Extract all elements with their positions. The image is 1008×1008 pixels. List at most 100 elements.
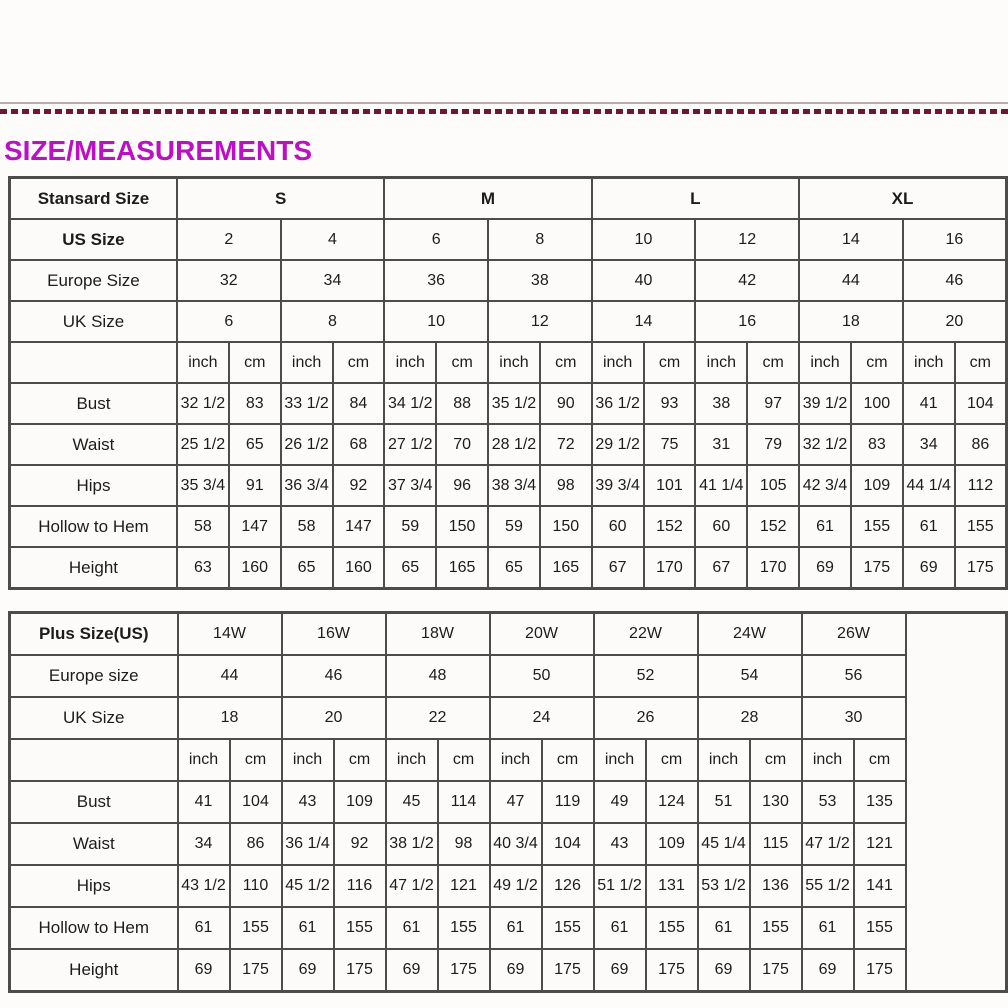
table-cell: 98	[436, 822, 491, 866]
table-cell: 150	[435, 505, 489, 548]
table-cell: 41 1/4	[694, 464, 749, 507]
table-cell: 68	[331, 423, 386, 466]
table-cell: 39 1/2	[798, 382, 852, 425]
table-cell: inch	[798, 341, 852, 384]
table-cell: 119	[540, 780, 595, 824]
table-cell: 175	[748, 948, 803, 993]
table-cell: 36 1/2	[590, 382, 645, 425]
table-cell: Waist	[8, 423, 178, 466]
table-cell: 63	[175, 546, 230, 590]
table-cell: inch	[694, 341, 749, 384]
table-cell: 61	[592, 906, 647, 950]
table-cell: 98	[538, 464, 593, 507]
table-cell: 175	[953, 546, 1008, 590]
table-cell: 18	[798, 300, 904, 343]
table-cell: 165	[435, 546, 489, 590]
table-cell: 14	[798, 218, 904, 261]
table-cell: Height	[8, 546, 178, 590]
dashed-separator	[0, 109, 1008, 114]
table-cell: cm	[644, 738, 699, 782]
table-cell: 175	[540, 948, 595, 993]
table-cell: 175	[852, 948, 907, 993]
table-cell: inch	[384, 738, 439, 782]
table-cell: cm	[332, 738, 387, 782]
table-cell: 37 3/4	[383, 464, 438, 507]
table-cell: 26	[592, 696, 699, 740]
table-cell: XL	[798, 176, 1008, 220]
table-cell: cm	[435, 341, 489, 384]
table-cell: 130	[748, 780, 803, 824]
table-cell: 20	[901, 300, 1008, 343]
table-cell: inch	[901, 341, 956, 384]
table-cell: 86	[953, 423, 1008, 466]
table-cell: 36 1/4	[280, 822, 335, 866]
table-cell: 49 1/2	[488, 864, 543, 908]
table-cell: 22	[384, 696, 491, 740]
table-cell: 109	[332, 780, 387, 824]
table-row: US Size 2 4 6 8 10 12 14 16	[8, 218, 1008, 261]
table-cell: 22W	[592, 611, 699, 656]
table-cell: inch	[590, 341, 645, 384]
table-cell: 8	[486, 218, 593, 261]
table-cell: 32	[175, 259, 282, 302]
table-cell: Hips	[8, 464, 178, 507]
table-cell: 34	[901, 423, 956, 466]
table-cell: Stansard Size	[8, 176, 178, 220]
table-cell: 69	[798, 546, 852, 590]
thin-divider-line	[0, 102, 1008, 104]
table-cell: 175	[849, 546, 904, 590]
table-cell: 45 1/2	[280, 864, 335, 908]
table-cell: 86	[228, 822, 283, 866]
table-cell: cm	[852, 738, 907, 782]
table-cell: 45	[384, 780, 439, 824]
table-cell: 44	[176, 654, 283, 698]
table-cell: 34	[279, 259, 386, 302]
table-cell: 12	[486, 300, 593, 343]
table-cell: inch	[280, 738, 335, 782]
table-row: Waist 34 86 36 1/4 92 38 1/2 98 40 3/4 104 43 109 4…	[8, 822, 1007, 866]
table-cell: 14	[590, 300, 697, 343]
table-cell: inch	[175, 341, 230, 384]
table-cell: 175	[644, 948, 699, 993]
table-cell: 92	[331, 464, 386, 507]
table-cell: Plus Size(US)	[8, 611, 179, 656]
table-cell: 160	[227, 546, 282, 590]
table-cell: 60	[694, 505, 749, 548]
table-cell: 65	[486, 546, 541, 590]
table-cell: Height	[8, 948, 179, 993]
table-cell: inch	[486, 341, 541, 384]
table-cell: 10	[590, 218, 697, 261]
table-cell: 18	[176, 696, 283, 740]
table-cell: 104	[953, 382, 1008, 425]
table-cell: 112	[953, 464, 1008, 507]
table-cell: 43	[280, 780, 335, 824]
table-cell: 43	[592, 822, 647, 866]
table-cell: 53	[800, 780, 855, 824]
table-cell: 29 1/2	[590, 423, 645, 466]
plus-size-table: Plus Size(US) 14W 16W 18W 20W 22W 24W 26W Europe…	[8, 611, 1008, 993]
table-row: UK Size 18 20 22 24 26 28 30	[8, 696, 1007, 740]
table-cell: 58	[175, 505, 230, 548]
table-cell: 26W	[800, 611, 907, 656]
table-cell: 33 1/2	[279, 382, 334, 425]
table-cell: 90	[538, 382, 593, 425]
table-cell: 155	[953, 505, 1008, 548]
table-cell: 61	[901, 505, 956, 548]
table-cell: 91	[227, 464, 282, 507]
table-row: inch cm inch cm inch cm inch cm inch cm inch cm inch…	[8, 341, 1008, 384]
table-cell: 38	[486, 259, 593, 302]
table-cell: 93	[642, 382, 697, 425]
table-cell: 150	[538, 505, 593, 548]
table-cell: 131	[644, 864, 699, 908]
table-cell: Europe size	[8, 654, 179, 698]
table-cell: 38	[694, 382, 749, 425]
table-cell: 26 1/2	[279, 423, 334, 466]
table-cell: 20W	[488, 611, 595, 656]
table-cell: 79	[746, 423, 801, 466]
table-cell: 54	[696, 654, 803, 698]
table-cell: 155	[228, 906, 283, 950]
table-cell: 124	[644, 780, 699, 824]
table-cell: Waist	[8, 822, 179, 866]
table-cell: 61	[384, 906, 439, 950]
table-cell: 104	[228, 780, 283, 824]
